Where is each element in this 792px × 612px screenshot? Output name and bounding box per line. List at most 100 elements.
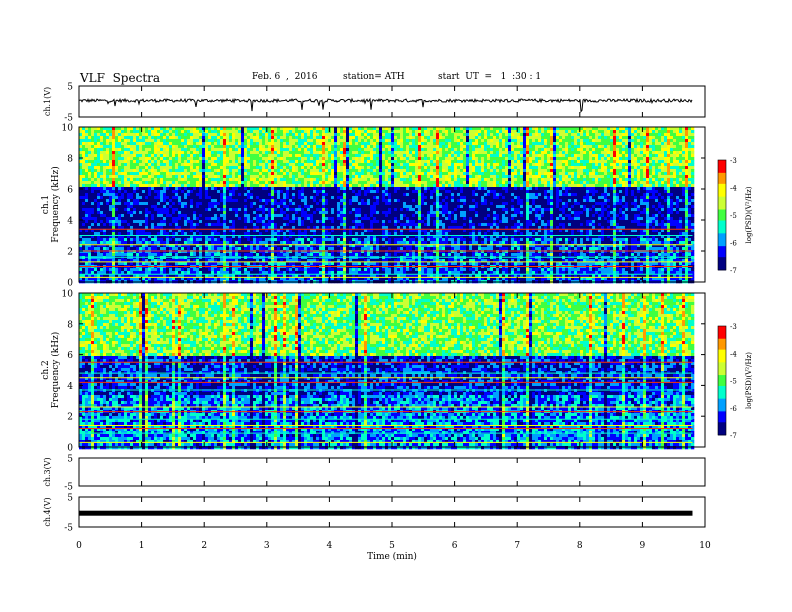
ch1-waveform-ytick-label-1: -5 [64,114,73,124]
colorbar-1-cell-27 [718,209,726,212]
colorbar-2-cell-17 [718,356,726,360]
colorbar-2-cell-42 [718,402,726,405]
colorbar-2-cell-56 [718,427,726,430]
ch2-spectrogram-ytick-label-1: 2 [67,413,73,423]
colorbar-1-frame [717,159,727,271]
x-tick-label-0: 0 [76,541,82,551]
colorbar-1-cell-38 [718,229,726,232]
colorbar-1-cell-1 [718,161,726,165]
colorbar-2-cell-35 [718,389,726,392]
colorbar-2-tick-2: -5 [730,378,737,386]
colorbar-1-cell-12 [718,182,726,185]
colorbar-2-cell-11 [718,345,726,349]
colorbar-2-cell-13 [718,349,726,352]
colorbar-1-cell-31 [718,216,726,220]
colorbar-1-cell-10 [718,178,726,181]
colorbar-2-cell-53 [718,422,726,425]
colorbar-1-cell-57 [718,264,726,267]
colorbar-2-cell-9 [718,342,726,345]
ch4-waveform-trace [79,510,693,516]
colorbar-1-cell-44 [718,240,726,243]
ch3-waveform-ytick-label-0: 5 [67,455,73,465]
colorbar-1-cell-9 [718,176,726,179]
colorbar-2-cell-15 [718,353,726,356]
x-tick-label-2: 2 [201,541,207,551]
colorbar-1-cell-14 [718,185,726,188]
colorbar-2-cell-20 [718,362,726,365]
colorbar-1-cell-37 [718,227,726,231]
ch4-waveform-ytick-label-1: -5 [64,524,73,534]
colorbar-1-cell-42 [718,237,726,240]
colorbar-2-cell-46 [718,409,726,412]
colorbar-2-cell-50 [718,416,726,420]
ch3-waveform-ytick-label-1: -5 [64,483,73,493]
colorbar-2-cell-25 [718,371,726,374]
colorbar-1-cell-21 [718,198,726,201]
colorbar-2-cell-31 [718,382,726,385]
colorbar-2-cell-33 [718,385,726,389]
colorbar-2-cell-16 [718,355,726,358]
x-tick-label-1: 1 [139,541,145,551]
colorbar-1-cell-58 [718,266,726,269]
colorbar-2-cell-4 [718,333,726,336]
colorbar-2-cell-23 [718,367,726,370]
ch1-spectrogram-ytick-label-2: 4 [67,217,73,227]
colorbar-2-cell-37 [718,393,726,396]
colorbar-2-cell-54 [718,424,726,427]
ch1-waveform-ylabel: ch.1(V) [43,87,52,116]
x-tick-label-7: 7 [514,541,520,551]
ch1-spectrogram-ytick-label-4: 8 [67,155,73,165]
colorbar-1-cell-15 [718,187,726,190]
colorbar-2-cell-8 [718,340,726,343]
colorbar-2-cell-29 [718,378,726,381]
ch1-spectrogram-ylabel-ch: ch.1 [41,195,51,214]
colorbar-1-cell-45 [718,242,726,245]
ch2-spectrogram-ylabel-ch: ch.2 [41,360,51,379]
ch1-spectrogram-ytick-label-3: 6 [67,186,73,196]
ch1-spectrogram-image [79,127,695,284]
colorbar-2-cell-7 [718,338,726,341]
colorbar-1-cell-32 [718,218,726,221]
date-label: Feb. 6 , 2016 [252,72,318,82]
colorbar-2-cell-10 [718,344,726,347]
colorbar-2-cell-32 [718,384,726,387]
colorbar-1-tick-2: -5 [730,212,737,220]
colorbar-2-cell-12 [718,347,726,351]
colorbar-1-cell-56 [718,262,726,265]
colorbar-1-cell-40 [718,233,726,236]
colorbar-1-cell-30 [718,215,726,218]
colorbar-1-tick-4: -7 [730,267,737,275]
colorbar-1-cell-13 [718,183,726,187]
colorbar-2-tick-3: -6 [730,405,737,413]
x-tick-label-5: 5 [389,541,395,551]
colorbar-1-cell-35 [718,224,726,227]
colorbar-1-cell-49 [718,249,726,253]
ch1-spectrogram-ytick-label-0: 0 [67,279,73,289]
colorbar-2-cell-38 [718,395,726,398]
colorbar-1-cell-7 [718,172,726,176]
colorbar-1-label: log(PSD)(V²/Hz) [745,186,753,243]
ch3-waveform-ylabel: ch.3(V) [43,457,52,486]
colorbar-1-cell-41 [718,235,726,238]
colorbar-2-frame [717,325,727,436]
colorbar-2-cell-14 [718,351,726,354]
colorbar-2-cell-0 [718,326,726,329]
colorbar-1-cell-17 [718,191,726,194]
colorbar-1-cell-25 [718,205,726,209]
ch2-spectrogram-ytick-label-0: 0 [67,444,73,454]
colorbar-2-cell-41 [718,400,726,403]
colorbar-2-cell-24 [718,369,726,372]
colorbar-2-cell-58 [718,431,726,434]
x-tick-label-6: 6 [452,541,458,551]
colorbar-2-cell-21 [718,364,726,367]
x-tick-label-4: 4 [327,541,333,551]
colorbar-1-cell-24 [718,204,726,207]
colorbar-2-cell-45 [718,407,726,410]
colorbar-1-cell-33 [718,220,726,223]
x-tick-label-10: 10 [699,541,711,551]
colorbar-1-cell-52 [718,255,726,258]
ch1-waveform-ytick-label-0: 5 [67,83,73,93]
colorbar-1-cell-8 [718,174,726,177]
ch4-waveform-ylabel: ch.4(V) [43,497,52,526]
